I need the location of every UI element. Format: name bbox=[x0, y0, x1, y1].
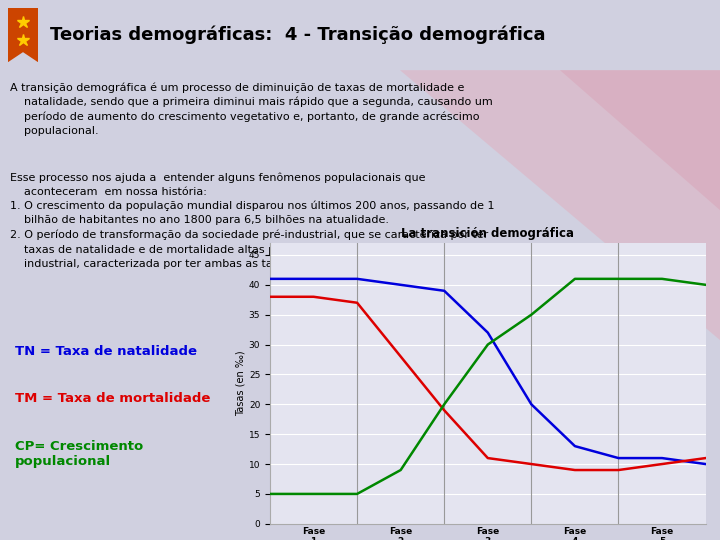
Text: A transição demográfica é um processo de diminuição de taxas de mortalidade e
  : A transição demográfica é um processo de… bbox=[10, 82, 492, 136]
Text: TN = Taxa de natalidade: TN = Taxa de natalidade bbox=[15, 345, 197, 358]
Text: TM = Taxa de mortalidade: TM = Taxa de mortalidade bbox=[15, 392, 210, 405]
Polygon shape bbox=[8, 52, 38, 62]
Y-axis label: Tasas (en ‰): Tasas (en ‰) bbox=[236, 350, 246, 416]
Polygon shape bbox=[400, 70, 720, 340]
Text: CP= Crescimento
populacional: CP= Crescimento populacional bbox=[15, 440, 143, 468]
FancyBboxPatch shape bbox=[8, 8, 38, 62]
Polygon shape bbox=[560, 70, 720, 210]
Text: Teorias demográficas:  4 - Transição demográfica: Teorias demográficas: 4 - Transição demo… bbox=[50, 26, 546, 44]
Text: Esse processo nos ajuda a  entender alguns fenômenos populacionais que
    acont: Esse processo nos ajuda a entender algun… bbox=[10, 172, 495, 269]
Title: La transición demográfica: La transición demográfica bbox=[401, 227, 575, 240]
